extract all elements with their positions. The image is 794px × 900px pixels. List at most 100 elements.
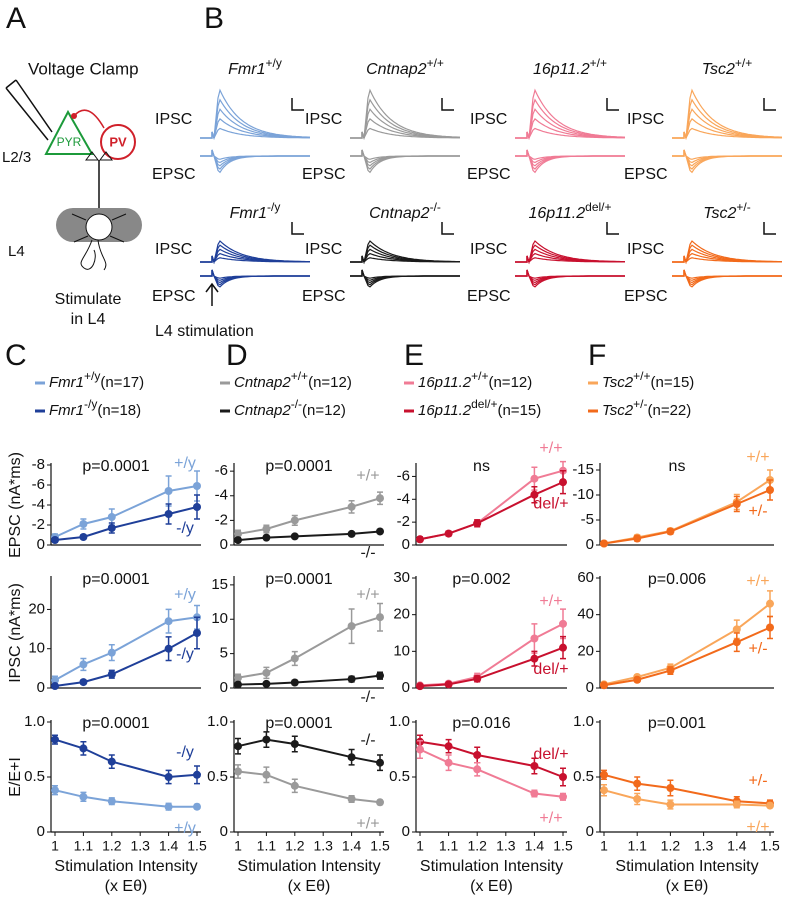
x-tick-label: 1.1 (257, 838, 277, 854)
x-tick-label: 1.2 (102, 838, 122, 854)
data-point (559, 792, 567, 801)
x-tick-label: 1.4 (159, 838, 179, 854)
data-point (559, 643, 567, 652)
y-tick-label: -2 (32, 516, 45, 533)
layer-label: L4 (8, 243, 25, 260)
data-point (262, 668, 271, 677)
y-tick-label: 0.5 (573, 768, 594, 785)
genotype: -/y (267, 200, 280, 214)
data-point (376, 613, 384, 622)
gene: Tsc2 (602, 374, 634, 391)
y-tick-label: -2 (215, 511, 228, 528)
ipsc-label: IPSC (155, 241, 192, 258)
genotype: +/- (736, 200, 750, 214)
trace-title: Tsc2+/- (703, 200, 751, 222)
y-axis-title: EPSC (nA*ms) (7, 452, 24, 558)
p-value: ns (669, 458, 686, 475)
series-label: -/- (360, 732, 375, 749)
epsc-trace (350, 269, 460, 279)
data-point (234, 673, 242, 682)
series-label: +/+ (746, 573, 769, 590)
data-point (347, 675, 356, 684)
data-point (600, 681, 608, 690)
epsc-trace (200, 269, 310, 288)
y-tick-label: -4 (32, 496, 45, 513)
y-tick-label: 0 (586, 679, 594, 696)
data-point (666, 800, 675, 809)
data-point (79, 744, 88, 753)
series-label: +/- (748, 503, 767, 520)
data-point (107, 757, 116, 766)
epsc-label: EPSC (624, 288, 668, 305)
y-tick-label: -15 (572, 461, 594, 478)
pyr-cell (44, 109, 94, 155)
data-point (79, 792, 88, 801)
count: (n=12) (488, 374, 532, 391)
count: (n=15) (497, 402, 541, 419)
data-point (164, 644, 173, 653)
data-point (600, 539, 608, 548)
gene: Tsc2 (703, 205, 736, 222)
epsc-trace (350, 149, 460, 174)
data-point (347, 622, 356, 631)
data-point (107, 524, 116, 532)
data-point (107, 513, 116, 521)
data-point (107, 648, 116, 657)
y-tick-label: 60 (577, 569, 594, 586)
data-point (79, 678, 88, 687)
panel-label: F (588, 339, 606, 372)
data-point (473, 765, 482, 774)
count: (n=15) (651, 374, 695, 391)
gene: Cntnap2 (234, 402, 291, 419)
legend-entry: Cntnap2-/-(n=12) (234, 397, 346, 419)
x-tick-label: 1.2 (285, 838, 305, 854)
x-tick-label: 1.3 (496, 838, 516, 854)
genotype: +/+ (735, 56, 752, 70)
series-label: +/+ (539, 440, 562, 457)
data-point (732, 500, 741, 508)
y-tick-label: 20 (393, 606, 410, 623)
panel-label: C (5, 339, 27, 372)
data-point (473, 751, 482, 759)
series-label: del/+ (533, 495, 568, 512)
ipsc-trace (672, 240, 782, 265)
gene: 16p11.2 (418, 374, 472, 391)
data-point (766, 623, 774, 632)
panel-label: A (6, 2, 26, 35)
y-tick-label: 5 (220, 645, 228, 662)
x-tick-label: 1.4 (525, 838, 545, 854)
legend-entry: 16p11.2del/+(n=15) (418, 397, 541, 419)
y-tick-label: 0 (402, 536, 410, 553)
trace-title: Fmr1+/y (228, 56, 282, 78)
data-point (530, 789, 539, 798)
x-axis-title: Stimulation Intensity (237, 858, 380, 875)
data-point (164, 773, 173, 781)
layer-label: L2/3 (2, 149, 31, 166)
x-tick-label: 1.2 (467, 838, 487, 854)
epsc-trace (672, 269, 782, 279)
x-tick-label: 1 (416, 838, 424, 854)
series-line (237, 738, 381, 764)
series-label: -/- (360, 689, 375, 706)
genotype: del/+ (471, 397, 497, 411)
data-point (376, 671, 384, 680)
data-point (444, 529, 453, 538)
gene: Fmr1 (228, 61, 265, 78)
data-point (164, 617, 173, 626)
y-tick-label: 0 (220, 679, 228, 696)
count: (n=12) (302, 402, 346, 419)
epsc-label: EPSC (302, 288, 346, 305)
genotype: -/- (430, 200, 441, 214)
scale-bar (441, 98, 454, 111)
scale-bar (606, 222, 619, 235)
epsc-label: EPSC (467, 288, 511, 305)
p-value: p=0.0001 (82, 571, 149, 588)
data-point (530, 490, 539, 499)
count: (n=17) (100, 374, 144, 391)
pyr-label: PYR (57, 135, 82, 149)
data-point (234, 529, 242, 538)
y-tick-label: -6 (397, 467, 410, 484)
series-line (237, 616, 381, 679)
y-tick-label: 0 (220, 823, 228, 840)
series-line (603, 489, 771, 545)
